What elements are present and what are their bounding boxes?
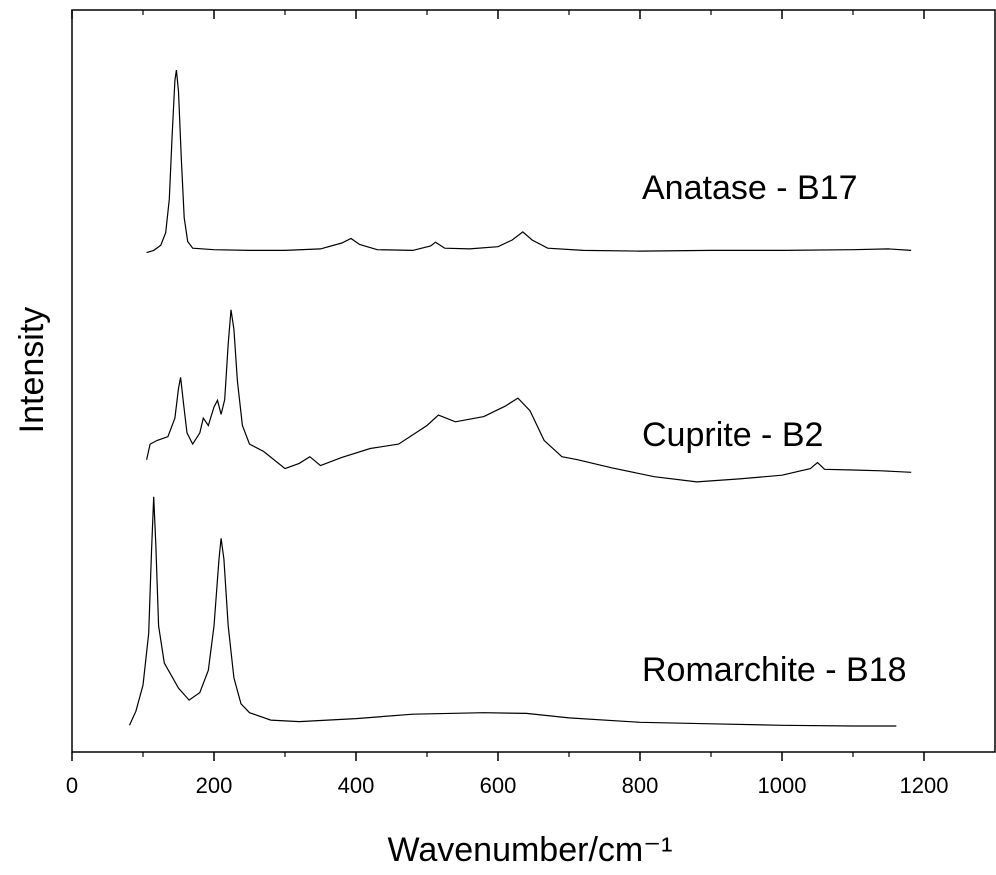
spectrum-line [128,496,897,727]
series-label: Anatase - B17 [642,169,857,207]
plot-frame [71,9,996,753]
series-label: Cuprite - B2 [642,416,823,454]
spectrum-line [146,70,912,254]
x-tick-label: 600 [480,773,517,798]
x-tick-label: 400 [338,773,375,798]
x-tick-label: 0 [66,773,78,798]
spectrum-line [146,309,912,483]
x-tick-label: 800 [622,773,659,798]
x-axis-title: Wavenumber/cm⁻¹ [388,831,673,869]
y-axis-title: Intensity [13,307,51,434]
series-label: Romarchite - B18 [642,651,907,689]
x-tick-label: 1200 [900,773,949,798]
x-tick-label: 200 [196,773,233,798]
x-tick-label: 1000 [758,773,807,798]
